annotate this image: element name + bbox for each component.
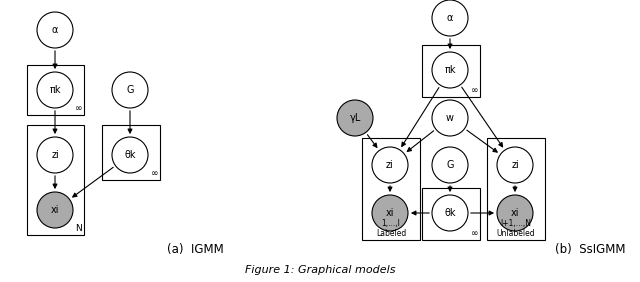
Text: xi: xi <box>511 208 519 218</box>
Bar <box>102 125 160 180</box>
Text: ∞: ∞ <box>150 169 158 178</box>
Bar <box>27 125 84 235</box>
Circle shape <box>37 12 73 48</box>
Circle shape <box>37 137 73 173</box>
Circle shape <box>497 147 533 183</box>
Circle shape <box>37 72 73 108</box>
Text: zi: zi <box>51 150 59 160</box>
Circle shape <box>112 72 148 108</box>
Text: α: α <box>52 25 58 35</box>
Text: Figure 1: Graphical models: Figure 1: Graphical models <box>244 265 396 275</box>
Text: G: G <box>126 85 134 95</box>
Text: l+1,...,N: l+1,...,N <box>500 219 531 228</box>
Text: ∞: ∞ <box>470 86 478 95</box>
Bar <box>27 65 84 115</box>
Bar <box>422 45 480 97</box>
Text: θk: θk <box>444 208 456 218</box>
Circle shape <box>432 0 468 36</box>
Text: πk: πk <box>49 85 61 95</box>
Text: zi: zi <box>386 160 394 170</box>
Circle shape <box>432 52 468 88</box>
Text: Labeled: Labeled <box>376 229 406 238</box>
Text: xi: xi <box>51 205 60 215</box>
Circle shape <box>497 195 533 231</box>
Circle shape <box>37 192 73 228</box>
Circle shape <box>337 100 373 136</box>
Bar <box>422 188 480 240</box>
Text: πk: πk <box>444 65 456 75</box>
Text: 1,...,l: 1,...,l <box>381 219 401 228</box>
Circle shape <box>432 195 468 231</box>
Text: (a)  IGMM: (a) IGMM <box>166 243 223 257</box>
Circle shape <box>372 147 408 183</box>
Circle shape <box>372 195 408 231</box>
Text: ∞: ∞ <box>74 104 82 113</box>
Text: Unlabeled: Unlabeled <box>497 229 535 238</box>
Text: α: α <box>447 13 453 23</box>
Circle shape <box>112 137 148 173</box>
Text: (b)  SsIGMM: (b) SsIGMM <box>555 243 625 257</box>
Text: N: N <box>76 224 82 233</box>
Text: G: G <box>446 160 454 170</box>
Text: zi: zi <box>511 160 519 170</box>
Bar <box>487 138 545 240</box>
Text: γL: γL <box>349 113 361 123</box>
Bar <box>362 138 420 240</box>
Text: ∞: ∞ <box>470 229 478 238</box>
Text: w: w <box>446 113 454 123</box>
Circle shape <box>432 147 468 183</box>
Circle shape <box>432 100 468 136</box>
Text: θk: θk <box>124 150 136 160</box>
Text: xi: xi <box>386 208 394 218</box>
